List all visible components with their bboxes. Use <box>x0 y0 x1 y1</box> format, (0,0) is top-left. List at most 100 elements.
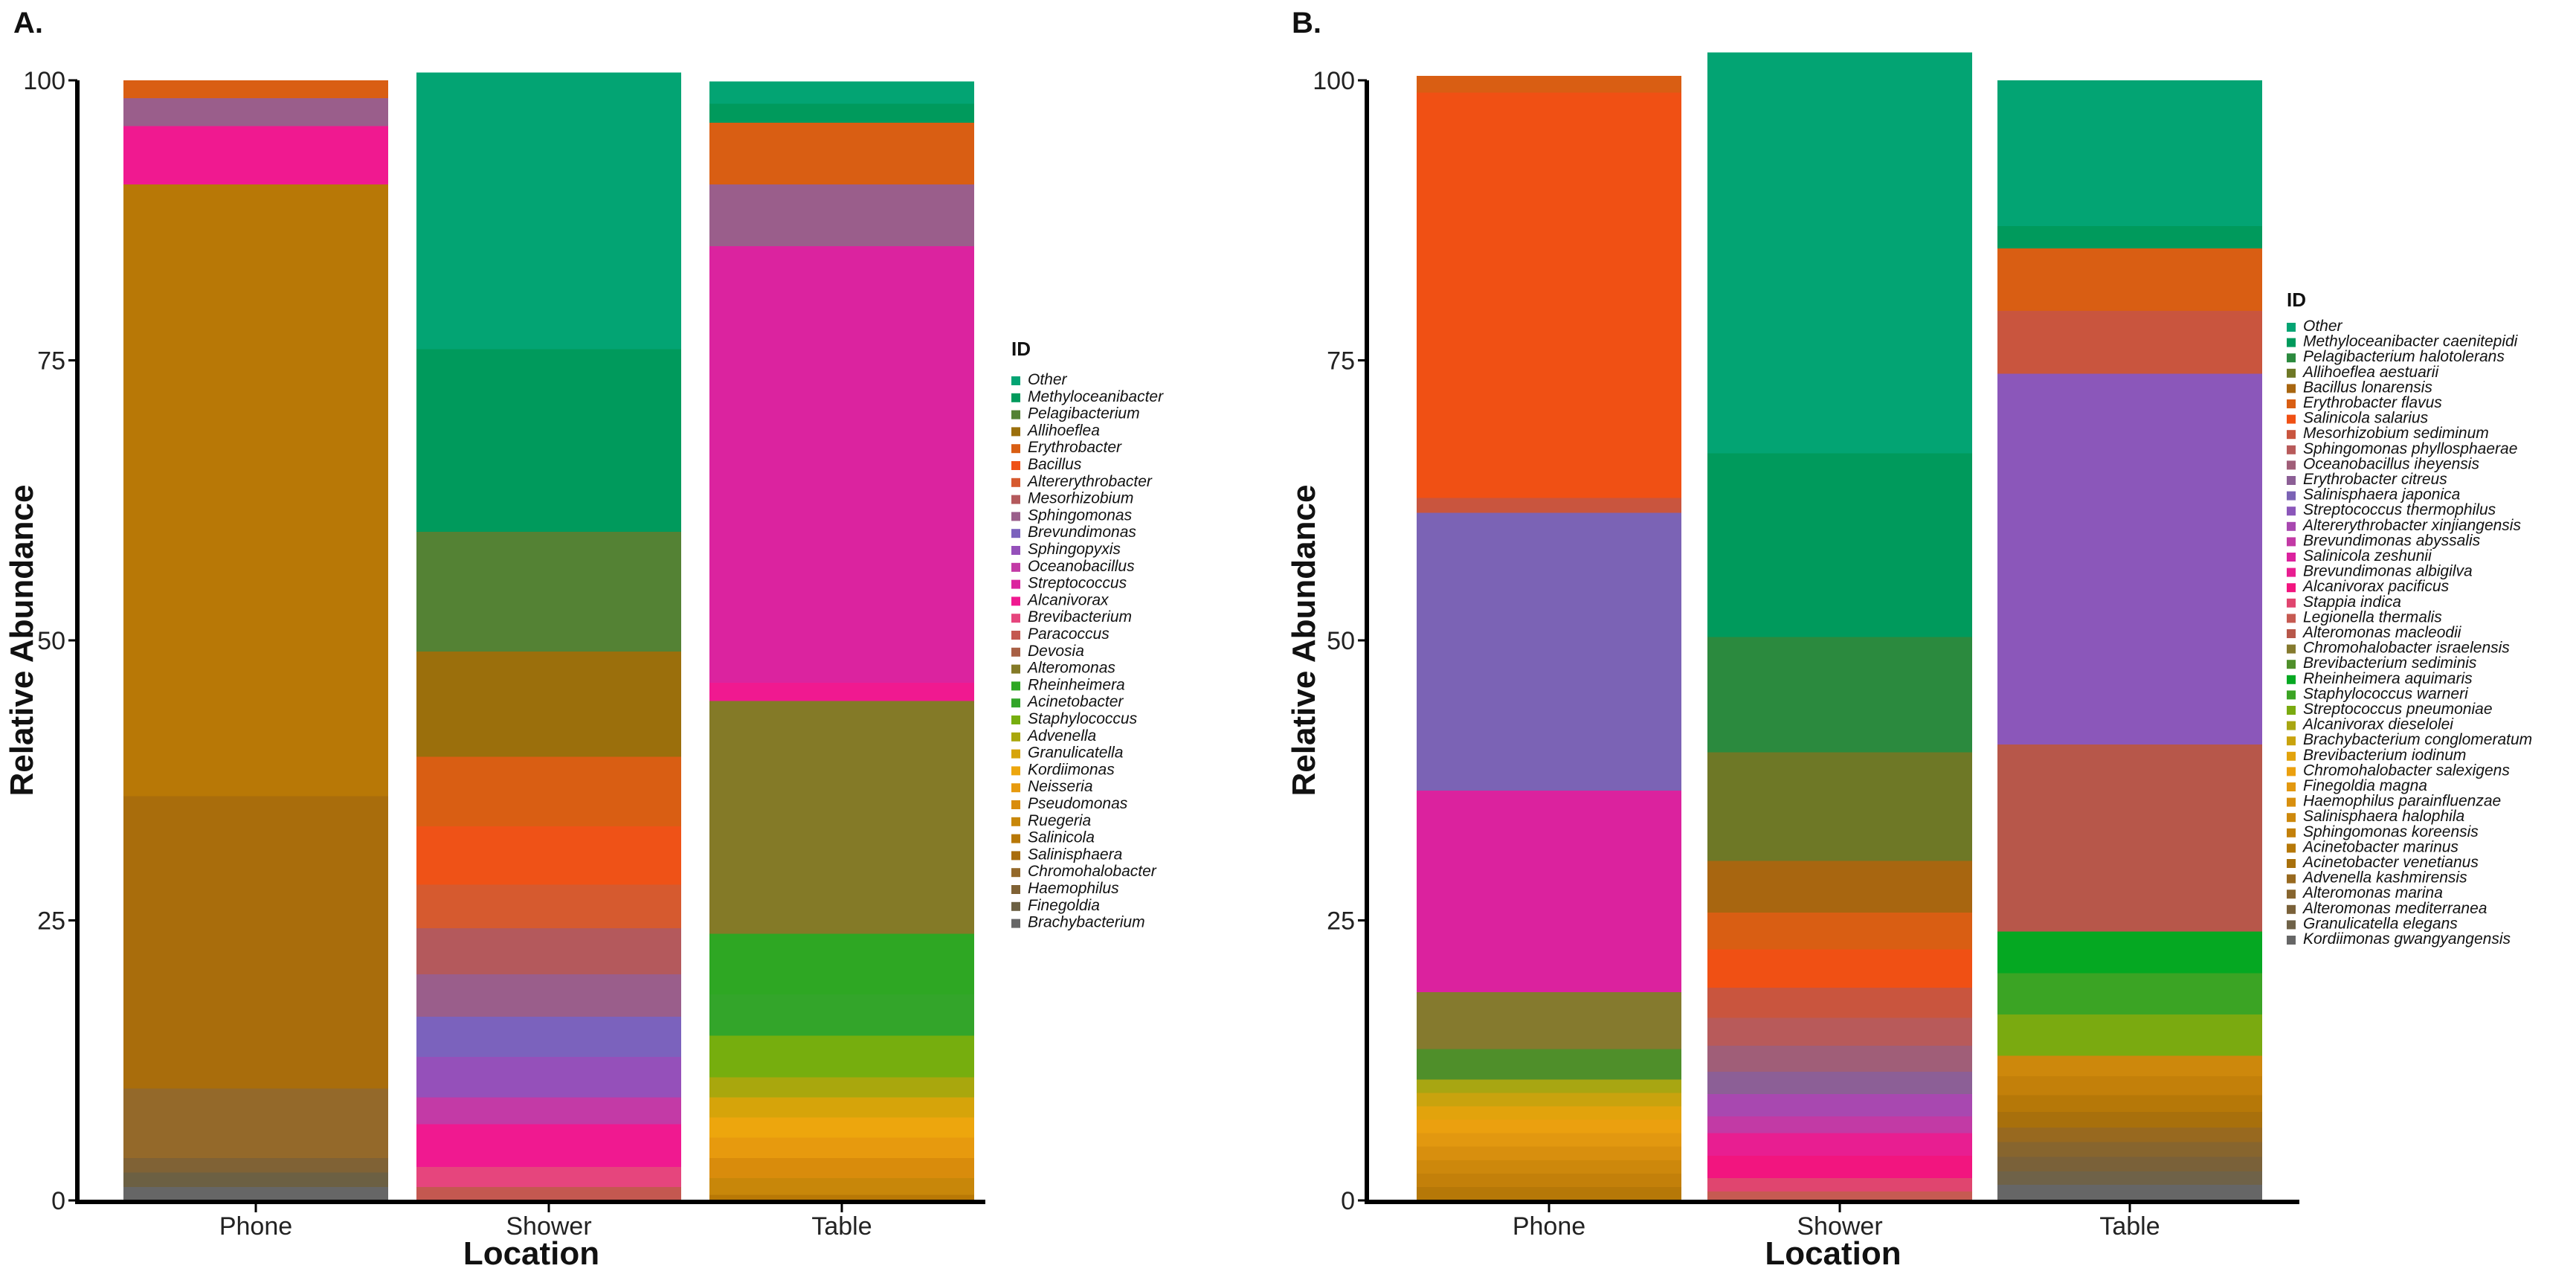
bar-segment-shower-sphingomonas-phyllosphaerae <box>1707 1017 1972 1046</box>
legend-swatch-acinetobacter-venetianus <box>2287 859 2296 868</box>
bar-segment-table-salinisphaera-halophila <box>1997 1055 2262 1076</box>
legend-swatch-methyloceanibacter-caenitepidi <box>2287 338 2296 347</box>
legend-swatch-bacillus-lonarensis <box>2287 384 2296 393</box>
legend-label-salinicola: Salinicola <box>1028 829 1095 846</box>
legend-label-sphingopyxis: Sphingopyxis <box>1028 541 1121 558</box>
legend-label-sphingomonas: Sphingomonas <box>1028 506 1133 524</box>
y-tick-label: 50 <box>37 627 65 655</box>
bar-segment-phone-alcanivorax <box>123 126 388 185</box>
legend-swatch-sphingomonas-phyllosphaerae <box>2287 445 2296 454</box>
legend-swatch-salinicola <box>1011 834 1020 843</box>
legend-swatch-ruegeria <box>1011 817 1020 826</box>
bar-segment-shower-mesorhizobium-sediminum <box>1707 987 1972 1018</box>
bar-segment-phone-sphingomonas <box>123 98 388 126</box>
legend-label-oceanobacillus-iheyensis: Oceanobacillus iheyensis <box>2303 455 2479 472</box>
legend-swatch-alcanivorax <box>1011 596 1020 606</box>
legend-swatch-erythrobacter-citreus <box>2287 476 2296 485</box>
legend-label-alcanivorax: Alcanivorax <box>1026 591 1110 608</box>
legend-swatch-bacillus <box>1011 461 1020 470</box>
legend-swatch-devosia <box>1011 647 1020 657</box>
bar-segment-phone-erythrobacter-flavus <box>1417 75 1681 93</box>
bar-segment-table-alteromonas-marina <box>1997 1142 2262 1157</box>
legend-label-methyloceanibacter-caenitepidi: Methyloceanibacter caenitepidi <box>2303 333 2519 350</box>
bar-segment-phone-salinicola-zeshunii <box>1417 790 1681 992</box>
bar-segment-table-erythrobacter-flavus <box>1997 248 2262 312</box>
bar-segment-table-alteromonas-macleodii <box>1997 744 2262 932</box>
bar-segment-phone-salinisphaera <box>123 796 388 1089</box>
bar-segment-shower-bacillus-lonarensis <box>1707 861 1972 913</box>
legend-swatch-staphylococcus <box>1011 715 1020 724</box>
bar-segment-phone-acinetobacter-marinus <box>1417 1186 1681 1200</box>
legend-label-brevundimonas-abyssalis: Brevundimonas abyssalis <box>2303 532 2481 549</box>
bar-segment-table-sphingomonas-koreensis <box>1997 1075 2262 1096</box>
bar-segment-shower-altererythrobacter <box>416 884 681 929</box>
legend-swatch-mesorhizobium <box>1011 495 1020 504</box>
legend-swatch-alcanivorax-dieselolei <box>2287 721 2296 730</box>
legend-swatch-acinetobacter-marinus <box>2287 843 2296 853</box>
y-tick-label: 25 <box>37 907 65 936</box>
legend-label-pseudomonas: Pseudomonas <box>1028 795 1128 812</box>
x-axis-title: Location <box>1765 1235 1901 1272</box>
legend-swatch-sphingomonas-koreensis <box>2287 828 2296 837</box>
legend-label-brevundimonas: Brevundimonas <box>1028 524 1136 541</box>
legend-label-chromohalobacter-israelensis: Chromohalobacter israelensis <box>2303 640 2510 657</box>
x-tick-label-phone: Phone <box>1513 1212 1585 1241</box>
legend-swatch-kordiimonas-gwangyangensis <box>2287 936 2296 945</box>
bar-segment-shower-erythrobacter-citreus <box>1707 1071 1972 1094</box>
legend-swatch-chromohalobacter-salexigens <box>2287 767 2296 776</box>
legend-swatch-brevibacterium-sediminis <box>2287 660 2296 669</box>
legend-label-brevibacterium-iodinum: Brevibacterium iodinum <box>2303 747 2466 764</box>
legend-swatch-alteromonas-marina <box>2287 890 2296 899</box>
legend-label-paracoccus: Paracoccus <box>1028 625 1110 643</box>
bar-segment-table-streptococcus-pneumoniae <box>1997 1014 2262 1056</box>
legend-label-salinisphaera: Salinisphaera <box>1028 846 1122 863</box>
legend-swatch-oceanobacillus-iheyensis <box>2287 460 2296 470</box>
legend-label-sphingomonas-koreensis: Sphingomonas koreensis <box>2303 823 2479 840</box>
legend-label-pelagibacterium: Pelagibacterium <box>1028 405 1140 422</box>
bar-segment-shower-other <box>1707 52 1972 454</box>
legend-swatch-salinicola-salarius <box>2287 414 2296 424</box>
legend-label-streptococcus-thermophilus: Streptococcus thermophilus <box>2303 501 2496 518</box>
bar-segment-table-rheinheimera-aquimaris <box>1997 931 2262 974</box>
legend-swatch-paracoccus <box>1011 631 1020 640</box>
x-tick-label-phone: Phone <box>219 1212 292 1241</box>
x-axis-title: Location <box>463 1235 599 1272</box>
legend-swatch-salinicola-zeshunii <box>2287 553 2296 562</box>
legend-label-rheinheimera-aquimaris: Rheinheimera aquimaris <box>2303 670 2473 687</box>
legend-swatch-brachybacterium-conglomeratum <box>2287 736 2296 746</box>
legend-swatch-pelagibacterium-halotolerans <box>2287 353 2296 363</box>
legend-label-chromohalobacter-salexigens: Chromohalobacter salexigens <box>2303 762 2510 779</box>
legend-label-bacillus-lonarensis: Bacillus lonarensis <box>2303 379 2432 396</box>
panel-a: A. 0 25 50 75 100 Phone Shower Table Location Rela… <box>4 7 1164 1272</box>
bars <box>1417 52 2262 1200</box>
bar-segment-phone-alcanivorax-dieselolei <box>1417 1079 1681 1093</box>
legend-swatch-alteromonas <box>1011 664 1020 674</box>
legend-label-altererythrobacter-xinjiangensis: Altererythrobacter xinjiangensis <box>2302 517 2521 534</box>
legend-label-stappia-indica: Stappia indica <box>2303 594 2401 611</box>
legend-swatch-kordiimonas <box>1011 766 1020 776</box>
bar-segment-shower-oceanobacillus <box>416 1097 681 1125</box>
bar-segment-phone-salinisphaera-japonica <box>1417 512 1681 791</box>
bar-segment-shower-allihoeflea-aestuarii <box>1707 752 1972 861</box>
legend-swatch-oceanobacillus <box>1011 562 1020 572</box>
legend-swatch-streptococcus-pneumoniae <box>2287 706 2296 715</box>
bar-segment-shower-brevundimonas-albigilva <box>1707 1133 1972 1156</box>
y-tick-label: 0 <box>51 1187 65 1215</box>
bar-segment-shower-legionella-thermalis <box>1707 1191 1972 1200</box>
legend-label-acinetobacter: Acinetobacter <box>1026 693 1124 710</box>
legend-swatch-altererythrobacter <box>1011 477 1020 487</box>
bar-segment-phone-brachybacterium <box>123 1186 388 1200</box>
bar-segment-table-alcanivorax <box>709 683 974 701</box>
bar-segment-shower-erythrobacter-flavus <box>1707 912 1972 950</box>
bar-segment-phone-sphingomonas-koreensis <box>1417 1173 1681 1187</box>
bar-segment-phone-chromohalobacter <box>123 1088 388 1158</box>
legend-label-alteromonas-marina: Alteromonas marina <box>2302 884 2443 901</box>
bar-segment-table-acinetobacter-marinus <box>1997 1095 2262 1113</box>
legend-swatch-granulicatella-elegans <box>2287 920 2296 930</box>
legend-swatch-sphingopyxis <box>1011 546 1020 555</box>
bar-segment-shower-pelagibacterium-halotolerans <box>1707 637 1972 753</box>
y-tick-label: 75 <box>1327 347 1355 376</box>
x-tick-label-shower: Shower <box>506 1212 591 1241</box>
bar-segment-table-ruegeria <box>709 1177 974 1195</box>
